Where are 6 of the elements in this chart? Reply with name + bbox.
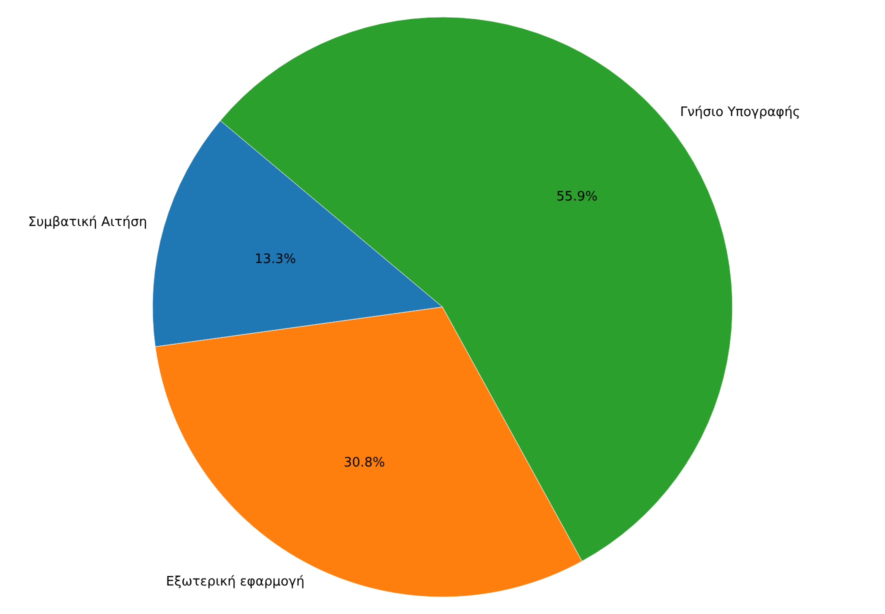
data-label: 55.9% (556, 190, 598, 205)
slice-label: Γνήσιο Υπογραφής (680, 104, 800, 120)
slice-label: Εξωτερική εφαρμογή (166, 574, 304, 590)
data-label: 13.3% (254, 252, 296, 267)
data-label: 30.8% (344, 455, 386, 470)
slice-label: Συμβατική Αιτήση (28, 214, 148, 230)
